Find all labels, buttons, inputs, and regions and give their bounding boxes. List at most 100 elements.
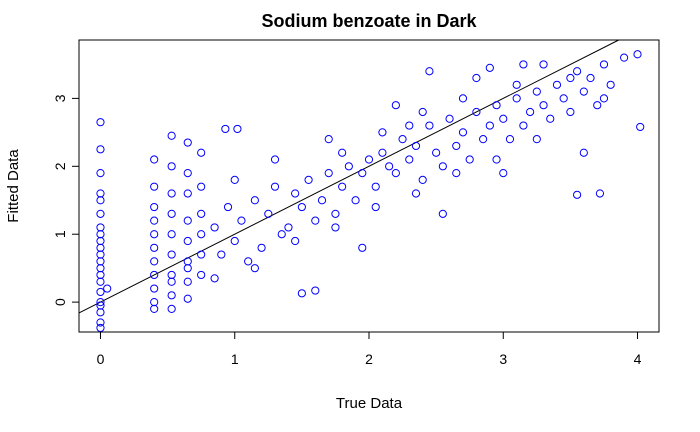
- data-point: [358, 243, 367, 252]
- data-point: [197, 148, 206, 157]
- data-point: [479, 135, 488, 144]
- data-point: [599, 60, 609, 69]
- data-point: [465, 155, 474, 164]
- data-point: [338, 182, 347, 191]
- data-point: [197, 209, 206, 218]
- data-point: [445, 114, 454, 123]
- x-tick-label: 0: [97, 351, 105, 367]
- data-point: [150, 257, 159, 266]
- y-tick-label: 0: [52, 298, 68, 306]
- data-point: [338, 148, 347, 157]
- data-point: [499, 168, 508, 178]
- data-point: [167, 162, 176, 171]
- data-point: [150, 182, 159, 191]
- data-point: [546, 114, 555, 123]
- data-point: [324, 135, 333, 144]
- data-point: [167, 131, 176, 140]
- data-point: [183, 236, 192, 246]
- data-point: [391, 168, 400, 178]
- data-point: [519, 60, 528, 69]
- data-point: [210, 223, 219, 232]
- data-point: [573, 190, 582, 199]
- data-point: [452, 168, 461, 178]
- data-point: [344, 162, 353, 171]
- data-point: [371, 182, 380, 191]
- data-point: [96, 323, 105, 333]
- y-tick-label: 3: [52, 94, 68, 102]
- data-point: [210, 274, 219, 283]
- data-point: [230, 175, 239, 184]
- data-point: [304, 175, 313, 184]
- data-point: [405, 155, 414, 164]
- data-point: [358, 168, 367, 178]
- data-point: [385, 162, 394, 171]
- data-point: [378, 128, 387, 137]
- data-point: [458, 128, 468, 137]
- data-point: [619, 53, 629, 62]
- data-point: [566, 73, 575, 83]
- data-point: [378, 148, 387, 157]
- y-tick-label: 1: [52, 230, 68, 238]
- data-point: [364, 155, 374, 164]
- data-point: [270, 155, 280, 164]
- data-point: [411, 141, 421, 151]
- data-point: [311, 216, 320, 225]
- data-point: [96, 118, 105, 127]
- data-point: [532, 87, 541, 96]
- data-point: [438, 162, 447, 171]
- data-points-layer: [96, 50, 645, 333]
- data-point: [499, 114, 508, 123]
- plot-frame: [78, 39, 660, 333]
- data-point: [425, 67, 434, 76]
- data-point: [167, 277, 176, 286]
- data-point: [593, 101, 602, 110]
- data-point: [472, 73, 481, 83]
- data-point: [96, 257, 105, 266]
- data-point: [96, 196, 105, 205]
- data-point: [371, 202, 380, 212]
- data-point: [264, 209, 273, 218]
- data-point: [297, 202, 306, 212]
- data-point: [579, 87, 588, 96]
- data-point: [432, 148, 441, 157]
- data-point: [167, 250, 176, 259]
- data-point: [512, 94, 521, 103]
- x-tick-label: 2: [365, 351, 373, 367]
- data-point: [492, 155, 501, 164]
- data-point: [230, 236, 239, 246]
- data-point: [233, 124, 242, 134]
- data-point: [183, 257, 192, 266]
- data-point: [96, 318, 105, 327]
- data-point: [96, 250, 105, 259]
- y-axis-label: Fitted Data: [5, 149, 22, 223]
- data-point: [317, 196, 327, 205]
- data-point: [96, 236, 105, 246]
- data-point: [183, 138, 192, 147]
- data-point: [351, 196, 360, 205]
- data-point: [197, 270, 206, 280]
- data-point: [197, 250, 206, 259]
- data-point: [103, 284, 112, 293]
- data-point: [96, 277, 105, 286]
- data-point: [167, 291, 176, 300]
- data-point: [96, 168, 105, 178]
- data-point: [411, 189, 421, 198]
- data-point: [633, 50, 642, 59]
- data-point: [331, 209, 340, 218]
- data-point: [250, 264, 259, 273]
- data-point: [636, 122, 645, 132]
- data-point: [539, 60, 548, 69]
- data-point: [405, 121, 414, 130]
- data-point: [96, 270, 105, 280]
- data-point: [217, 250, 226, 259]
- data-point: [425, 121, 434, 130]
- data-point: [512, 80, 521, 89]
- data-point: [150, 284, 159, 293]
- data-point: [150, 270, 159, 280]
- data-point: [167, 304, 176, 314]
- data-point: [96, 264, 105, 273]
- data-point: [492, 101, 501, 110]
- data-point: [96, 230, 105, 239]
- data-point: [566, 107, 575, 117]
